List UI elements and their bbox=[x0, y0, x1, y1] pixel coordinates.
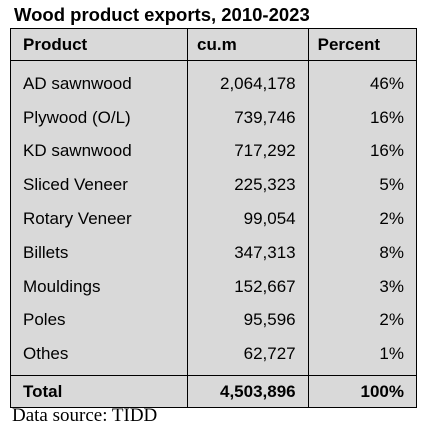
volume-cell: 717,292 bbox=[187, 134, 309, 169]
table-row: Poles 95,596 2% bbox=[10, 303, 417, 338]
product-cell: Plywood (O/L) bbox=[10, 100, 189, 135]
volume-cell: 152,667 bbox=[187, 269, 309, 304]
table-row: Billets 347,313 8% bbox=[10, 235, 417, 270]
table-row: Sliced Veneer 225,323 5% bbox=[10, 168, 417, 203]
header-product: Product bbox=[10, 28, 189, 61]
volume-cell: 95,596 bbox=[187, 303, 309, 338]
volume-cell: 739,746 bbox=[187, 100, 309, 135]
table-row: Rotary Veneer 99,054 2% bbox=[10, 202, 417, 236]
table-title: Wood product exports, 2010-2023 bbox=[14, 4, 310, 25]
exports-table: Product cu.m Percent AD sawnwood 2,064,1… bbox=[10, 28, 417, 409]
header-row: Product cu.m Percent bbox=[10, 28, 417, 61]
data-source-note: Data source: TIDD bbox=[12, 405, 158, 426]
volume-cell: 225,323 bbox=[187, 168, 309, 203]
header-cum: cu.m bbox=[187, 28, 309, 61]
percent-cell: 16% bbox=[369, 141, 404, 161]
header-percent: Percent bbox=[308, 28, 417, 61]
total-label: Total bbox=[10, 375, 189, 408]
percent-cell: 3% bbox=[379, 276, 404, 296]
product-cell: Othes bbox=[10, 337, 189, 376]
percent-cell: 2% bbox=[379, 310, 404, 330]
percent-cell: 8% bbox=[379, 242, 404, 262]
percent-cell: 2% bbox=[379, 209, 404, 229]
product-cell: AD sawnwood bbox=[10, 60, 189, 101]
percent-cell: 1% bbox=[379, 344, 404, 364]
volume-cell: 99,054 bbox=[187, 202, 309, 236]
volume-cell: 347,313 bbox=[187, 235, 309, 270]
product-cell: Poles bbox=[10, 303, 189, 338]
table-row: Othes 62,727 1% bbox=[10, 337, 417, 376]
volume-cell: 2,064,178 bbox=[187, 60, 309, 101]
product-cell: Sliced Veneer bbox=[10, 168, 189, 203]
total-row: Total 4,503,896 100% bbox=[10, 375, 417, 408]
volume-cell: 62,727 bbox=[187, 337, 309, 376]
table-row: AD sawnwood 2,064,178 46% bbox=[10, 60, 417, 101]
product-cell: KD sawnwood bbox=[10, 134, 189, 169]
product-cell: Billets bbox=[10, 235, 189, 270]
percent-cell: 46% bbox=[369, 73, 404, 93]
product-cell: Rotary Veneer bbox=[10, 202, 189, 236]
percent-cell: 16% bbox=[369, 107, 404, 127]
table-row: Plywood (O/L) 739,746 16% bbox=[10, 100, 417, 135]
total-volume: 4,503,896 bbox=[187, 375, 309, 408]
total-percent: 100% bbox=[308, 375, 417, 408]
percent-cell: 5% bbox=[379, 175, 404, 195]
product-cell: Mouldings bbox=[10, 269, 189, 304]
table-row: Mouldings 152,667 3% bbox=[10, 269, 417, 304]
table-row: KD sawnwood 717,292 16% bbox=[10, 134, 417, 169]
